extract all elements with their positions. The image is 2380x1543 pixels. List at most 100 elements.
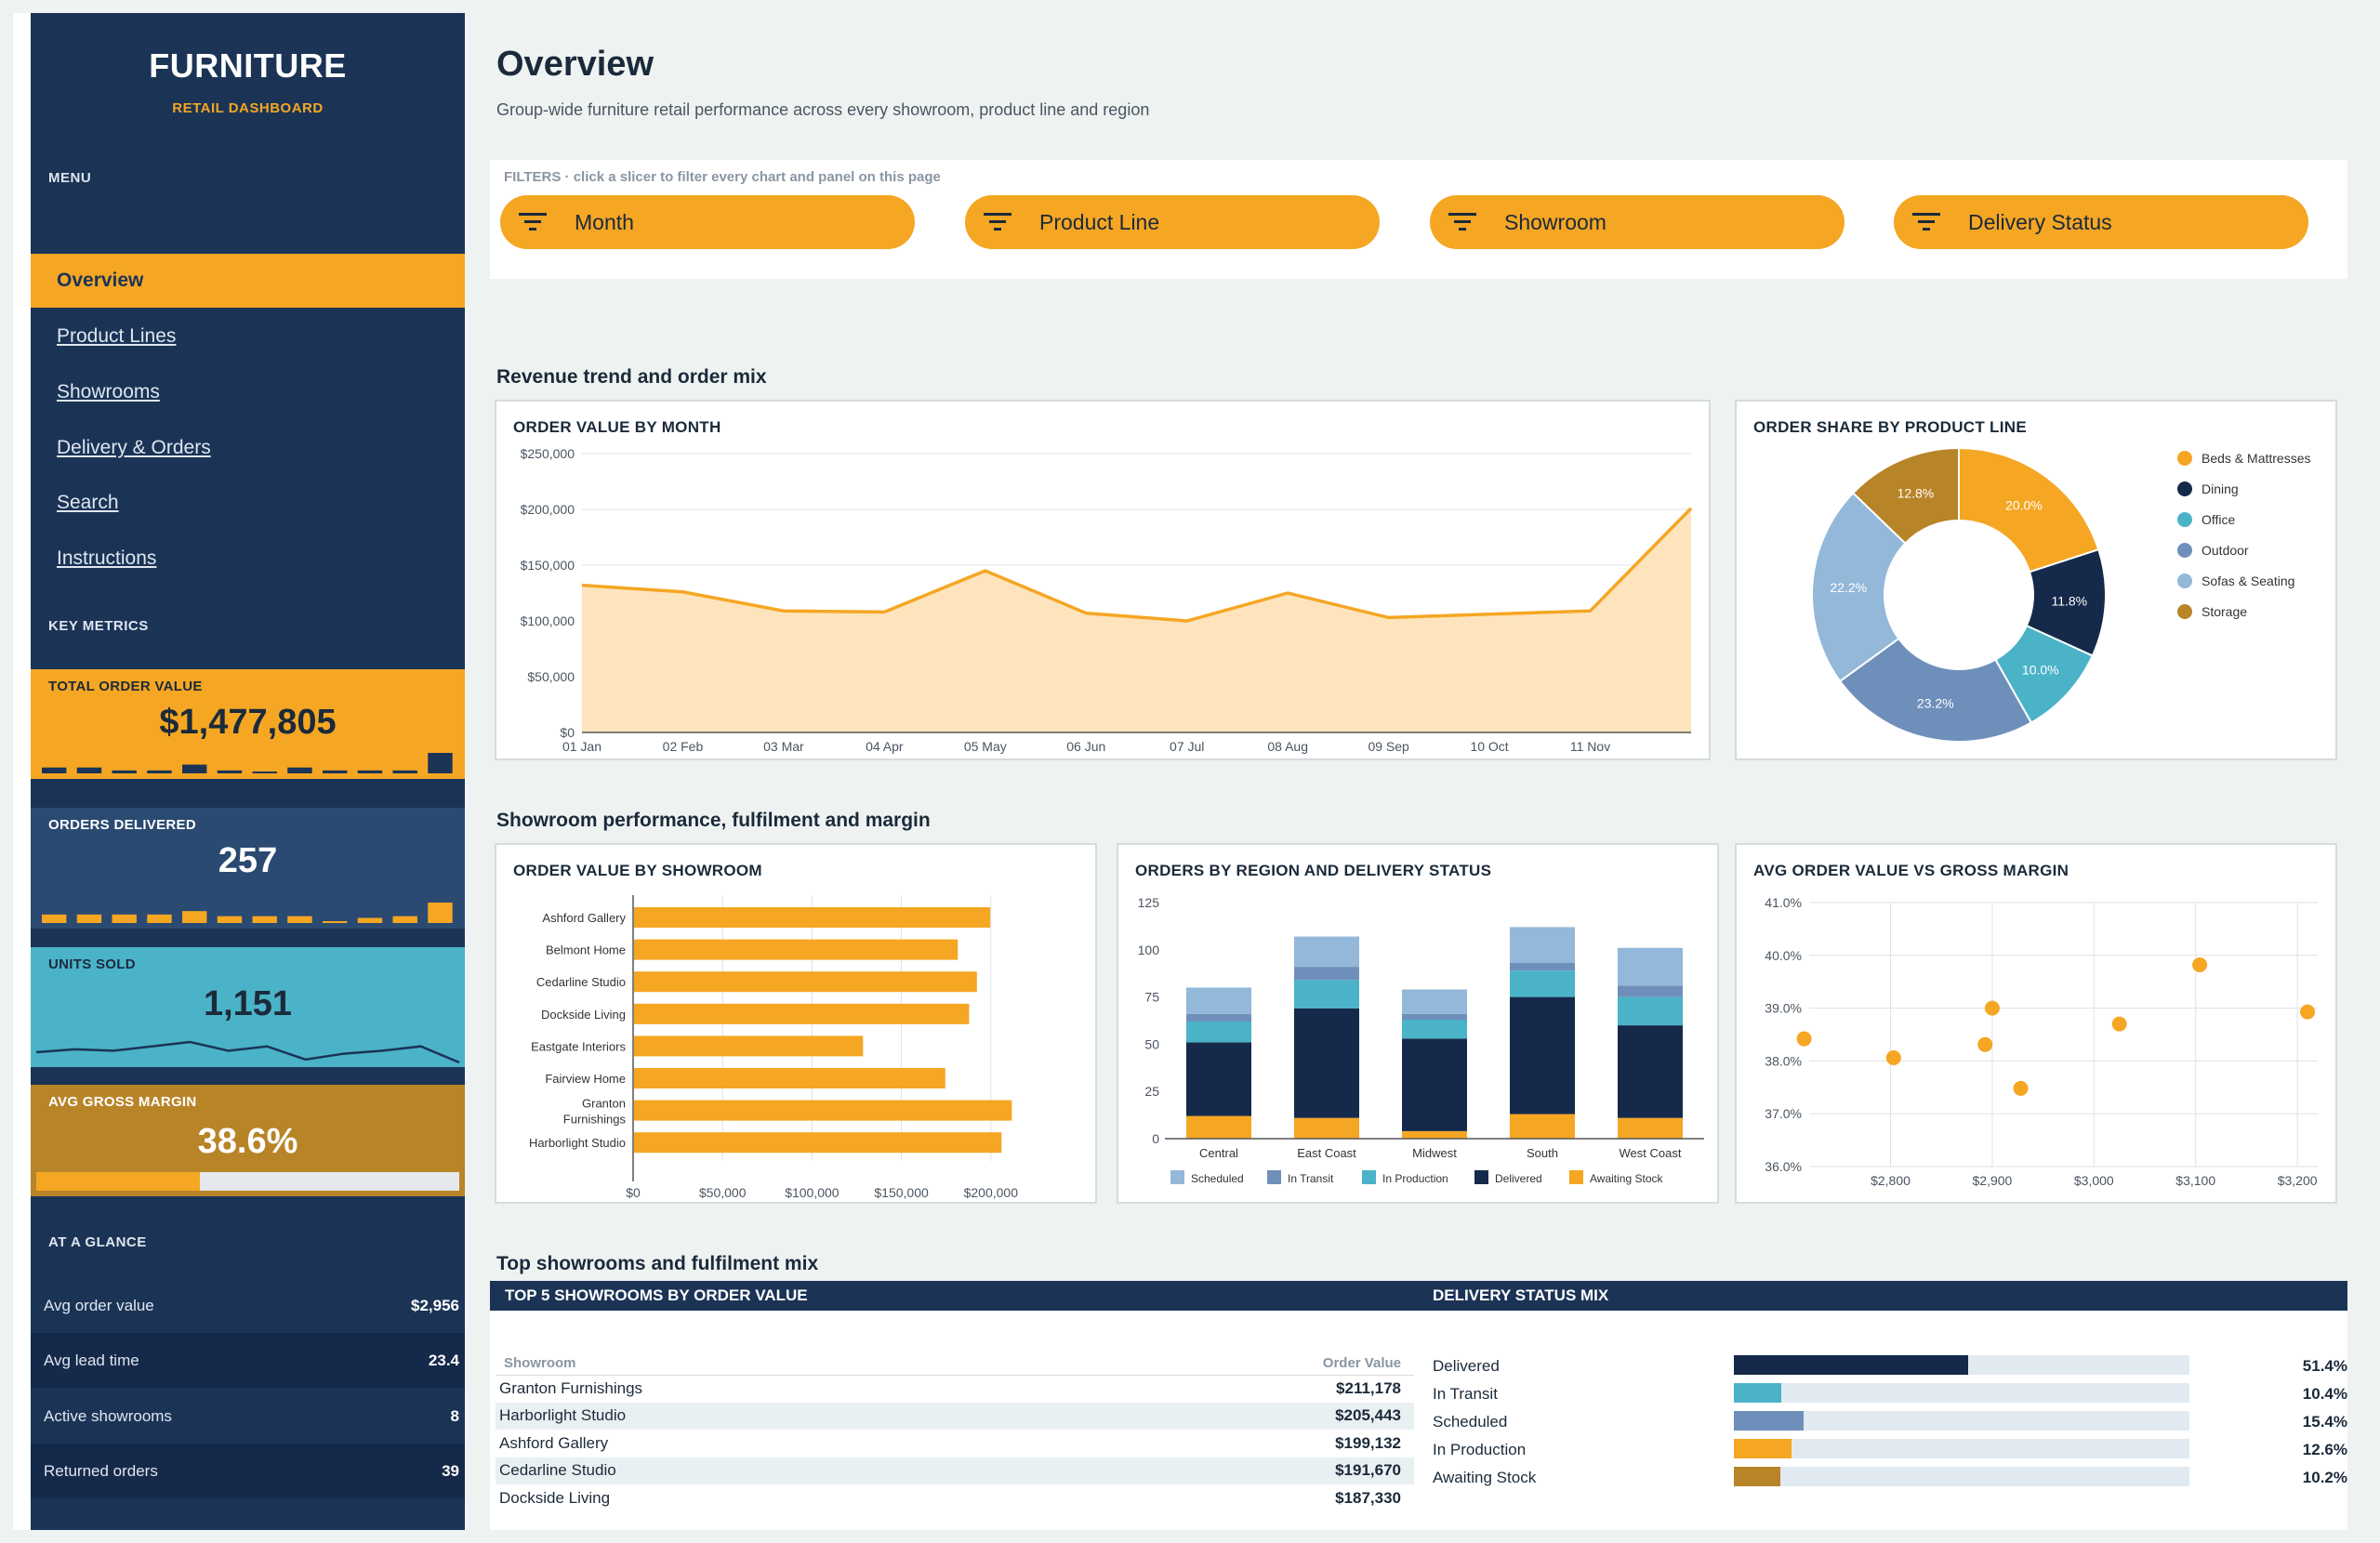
stack-segment xyxy=(1294,936,1359,968)
slice-label: 10.0% xyxy=(2022,662,2059,677)
stack-segment xyxy=(1618,1117,1683,1139)
x-tick-label: 10 Oct xyxy=(1470,739,1508,754)
spark-line xyxy=(35,1040,460,1064)
slicer-delivery-status[interactable]: Delivery Status xyxy=(1894,195,2308,249)
spark-bar xyxy=(147,770,172,773)
status-pct: 51.4% xyxy=(2302,1357,2347,1375)
filters-panel: FILTERS · click a slicer to filter every… xyxy=(490,160,2347,279)
glance-value: 23.4 xyxy=(428,1352,459,1369)
bar xyxy=(634,1003,970,1024)
row-showroom: Dockside Living xyxy=(499,1489,611,1507)
stack-segment xyxy=(1510,996,1575,1114)
kpi-avg-gross-margin: AVG GROSS MARGIN 38.6% xyxy=(31,1085,465,1196)
delivery-status-row[interactable]: In Transit 10.4% xyxy=(1433,1379,2347,1407)
x-tick-label: 11 Nov xyxy=(1570,739,1610,754)
status-bar-fill xyxy=(1734,1383,1781,1403)
status-bar-fill xyxy=(1734,1439,1792,1458)
chart-title: ORDER VALUE BY SHOWROOM xyxy=(513,862,762,879)
kpi-label: ORDERS DELIVERED xyxy=(48,817,196,833)
legend-swatch xyxy=(1474,1170,1488,1184)
stack-segment xyxy=(1618,947,1683,986)
stack-segment xyxy=(1510,1114,1575,1139)
legend-swatch xyxy=(2177,451,2192,466)
delivery-mix-title: DELIVERY STATUS MIX xyxy=(1433,1286,1609,1304)
card-order-value-by-month: ORDER VALUE BY MONTH $0 $50,000 $100,000 $1… xyxy=(495,400,1711,760)
delivery-status-row[interactable]: Delivered 51.4% xyxy=(1433,1352,2347,1379)
spark-bar xyxy=(42,914,67,923)
nav-product-lines[interactable]: Product Lines xyxy=(57,325,177,347)
glance-row: Active showrooms 8 xyxy=(31,1389,465,1444)
key-metrics-label: KEY METRICS xyxy=(48,618,149,634)
y-tick-label: 50 xyxy=(1144,1036,1159,1051)
stack-segment xyxy=(1402,989,1467,1014)
bar xyxy=(634,971,977,993)
scatter-point xyxy=(1977,1036,1993,1052)
glance-row: Avg order value $2,956 xyxy=(31,1278,465,1333)
x-tick-label: Central xyxy=(1199,1146,1238,1160)
nav-showrooms[interactable]: Showrooms xyxy=(57,381,160,402)
nav-instructions[interactable]: Instructions xyxy=(57,547,157,569)
status-label: Awaiting Stock xyxy=(1433,1469,1537,1486)
spark-bar xyxy=(323,921,348,923)
kpi-orders-delivered: ORDERS DELIVERED 257 xyxy=(31,808,465,929)
bar xyxy=(634,1132,1002,1154)
spark-bar xyxy=(252,916,277,923)
row-value: $211,178 xyxy=(1336,1379,1401,1397)
category-label: Ashford Gallery xyxy=(542,911,626,925)
x-tick-label: 05 May xyxy=(964,739,1007,754)
legend-swatch xyxy=(2177,512,2192,527)
stack-segment xyxy=(1618,1025,1683,1118)
card-orders-by-region: ORDERS BY REGION AND DELIVERY STATUS 0 25… xyxy=(1117,843,1719,1204)
legend-label: Beds & Mattresses xyxy=(2202,451,2311,466)
nav-delivery-orders[interactable]: Delivery & Orders xyxy=(57,437,211,458)
legend-label: Awaiting Stock xyxy=(1590,1172,1663,1185)
table-row[interactable]: Granton Furnishings $211,178 xyxy=(496,1376,1414,1403)
delivery-status-row[interactable]: In Production 12.6% xyxy=(1433,1435,2347,1463)
legend-swatch xyxy=(2177,543,2192,558)
top-showrooms-title: TOP 5 SHOWROOMS BY ORDER VALUE xyxy=(505,1286,808,1304)
brand-title: FURNITURE xyxy=(149,46,347,85)
category-label: Harborlight Studio xyxy=(529,1136,626,1150)
margin-fill xyxy=(36,1172,200,1191)
delivery-status-row[interactable]: Scheduled 15.4% xyxy=(1433,1407,2347,1435)
table-row[interactable]: Harborlight Studio $205,443 xyxy=(496,1403,1414,1430)
slicer-month[interactable]: Month xyxy=(500,195,915,249)
x-tick-label: $2,800 xyxy=(1871,1173,1911,1188)
delivery-status-row[interactable]: Awaiting Stock 10.2% xyxy=(1433,1463,2347,1491)
margin-track xyxy=(36,1172,459,1191)
slicer-showroom[interactable]: Showroom xyxy=(1430,195,1844,249)
stack-segment xyxy=(1510,963,1575,971)
legend-label: Dining xyxy=(2202,481,2239,496)
stack-segment xyxy=(1294,1008,1359,1118)
spark-bar xyxy=(287,767,312,773)
nav-overview[interactable]: Overview xyxy=(31,254,465,308)
x-tick-label: 02 Feb xyxy=(663,739,704,754)
slice-label: 23.2% xyxy=(1917,695,1954,710)
legend-label: Office xyxy=(2202,512,2236,527)
category-label: Furnishings xyxy=(563,1113,627,1127)
series-line xyxy=(581,507,1693,623)
stack-segment xyxy=(1402,1013,1467,1020)
glance-label: Avg order value xyxy=(44,1297,154,1314)
filter-icon xyxy=(519,213,547,231)
glance-row: Avg lead time 23.4 xyxy=(31,1333,465,1388)
slicer-product-line[interactable]: Product Line xyxy=(965,195,1380,249)
bar xyxy=(634,1068,945,1088)
status-bar-fill xyxy=(1734,1355,1968,1375)
glance-row: Returned orders 39 xyxy=(31,1444,465,1498)
legend-label: Delivered xyxy=(1495,1172,1542,1185)
bar xyxy=(634,907,991,928)
nav-search[interactable]: Search xyxy=(57,492,119,513)
glance-label: Returned orders xyxy=(44,1462,158,1480)
kpi-value: 257 xyxy=(218,841,278,880)
scatter-point xyxy=(1796,1031,1812,1047)
x-tick-label: 09 Sep xyxy=(1368,739,1409,754)
table-row[interactable]: Dockside Living $187,330 xyxy=(496,1485,1414,1512)
row-value: $191,670 xyxy=(1335,1461,1401,1479)
stack-segment xyxy=(1402,1038,1467,1131)
category-label: Dockside Living xyxy=(541,1008,626,1022)
table-row[interactable]: Ashford Gallery $199,132 xyxy=(496,1431,1414,1457)
row-showroom: Harborlight Studio xyxy=(499,1406,627,1424)
table-row[interactable]: Cedarline Studio $191,670 xyxy=(496,1457,1414,1484)
filter-icon xyxy=(1912,213,1940,231)
